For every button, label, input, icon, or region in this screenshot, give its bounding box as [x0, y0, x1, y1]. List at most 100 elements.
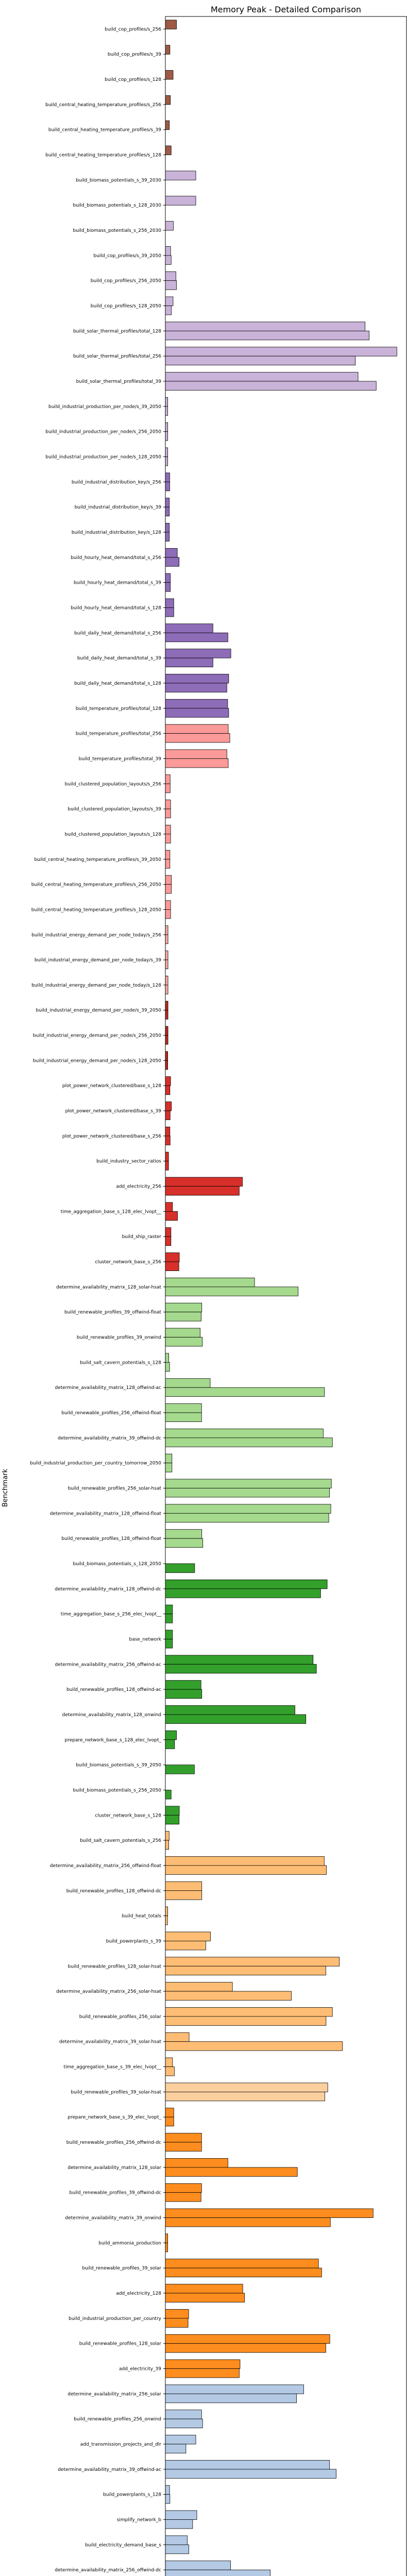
benchmark-label: build_temperature_profiles/total_128 — [76, 706, 161, 711]
bar — [165, 2041, 343, 2051]
bar — [165, 372, 359, 382]
benchmark-label: base_network — [129, 1637, 161, 1642]
bar — [165, 774, 171, 784]
bar — [165, 1529, 202, 1539]
bar — [165, 1639, 173, 1649]
bar — [165, 246, 171, 256]
bar — [165, 355, 356, 366]
bar — [165, 2485, 170, 2495]
benchmark-label: add_electricity_128 — [116, 2291, 161, 2296]
benchmark-label: determine_availability_matrix_39_onwind — [65, 2216, 161, 2221]
benchmark-label: build_industrial_production_per_node/s_3… — [48, 404, 161, 410]
bar — [165, 1538, 204, 1548]
benchmark-label: build_renewable_profiles_39_offwind-dc — [69, 2191, 161, 2196]
bar — [165, 2318, 189, 2328]
bar — [165, 2334, 330, 2344]
benchmark-label: build_renewable_profiles_39_solar-hsat — [71, 2090, 161, 2095]
bar — [165, 834, 171, 843]
bar — [165, 347, 397, 357]
bar — [165, 1051, 168, 1061]
bar — [165, 632, 228, 642]
bar — [165, 2494, 171, 2504]
benchmark-label: build_clustered_population_layouts/s_39 — [67, 807, 161, 812]
bar — [165, 2183, 202, 2193]
bar — [165, 532, 170, 541]
benchmark-label: build_industrial_energy_demand_per_node/… — [33, 1033, 161, 1039]
benchmark-label: build_industrial_distribution_key/s_256 — [72, 480, 161, 485]
benchmark-label: determine_availability_matrix_128_solar-… — [56, 1285, 161, 1290]
benchmark-label: build_renewable_profiles_39_offwind-floa… — [64, 1310, 162, 1315]
bar — [165, 20, 177, 29]
bar — [165, 1714, 307, 1724]
bar — [165, 2133, 202, 2143]
benchmark-label: time_aggregation_base_s_128_elec_lvopt__ — [61, 1209, 162, 1214]
bar — [165, 1236, 172, 1246]
bar — [165, 1211, 178, 1221]
bar — [165, 1479, 332, 1488]
bar — [165, 2066, 175, 2076]
bar — [165, 2309, 189, 2319]
bar — [165, 1085, 171, 1095]
benchmark-label: build_solar_thermal_profiles/total_256 — [73, 354, 161, 359]
benchmark-label: build_temperature_profiles/total_39 — [79, 756, 162, 761]
bar — [165, 271, 176, 281]
bar — [165, 1126, 171, 1137]
benchmark-label: cluster_network_base_s_256 — [95, 1260, 162, 1265]
bar — [165, 2158, 228, 2168]
bar — [165, 985, 168, 994]
bar — [165, 330, 369, 341]
bar — [165, 431, 168, 441]
benchmark-label: determine_availability_matrix_128_offwin… — [50, 1511, 162, 1516]
benchmark-label: add_transmission_projects_and_dlr — [80, 2442, 162, 2447]
benchmark-label: build_renewable_profiles_256_solar — [79, 2014, 162, 2020]
bar — [165, 1403, 202, 1413]
bar — [165, 1362, 170, 1372]
bar — [165, 724, 229, 734]
benchmark-label: build_industrial_energy_demand_per_node_… — [35, 958, 161, 963]
bar — [165, 2007, 333, 2017]
benchmark-label: plot_power_network_clustered/base_s_128 — [62, 1083, 161, 1089]
benchmark-label: determine_availability_matrix_128_onwind — [62, 1713, 161, 1718]
bar — [165, 2082, 328, 2092]
benchmark-label: build_salt_cavern_potentials_s_128 — [80, 1360, 161, 1365]
bar — [165, 1453, 173, 1464]
bar — [165, 1881, 202, 1891]
bar — [165, 1655, 314, 1665]
bar — [165, 1001, 168, 1011]
benchmark-label: build_temperature_profiles/total_256 — [76, 732, 161, 737]
benchmark-label: build_cop_profiles/s_256_2050 — [91, 279, 161, 284]
benchmark-label: plot_power_network_clustered/base_s_39 — [65, 1109, 162, 1114]
benchmark-label: determine_availability_matrix_128_solar — [67, 2165, 161, 2171]
benchmark-label: build_hourly_heat_demand/total_s_128 — [71, 605, 161, 611]
benchmark-label: build_daily_heat_demand/total_s_256 — [74, 631, 161, 636]
benchmark-label: build_industrial_energy_demand_per_node/… — [36, 1008, 162, 1013]
bar — [165, 582, 171, 592]
bar — [165, 2208, 374, 2218]
bar — [165, 2410, 202, 2419]
benchmark-label: build_hourly_heat_demand/total_s_39 — [74, 581, 161, 586]
bar — [165, 900, 171, 910]
benchmark-label: build_clustered_population_layouts/s_128 — [65, 832, 162, 837]
bar — [165, 2233, 168, 2243]
bar — [165, 1730, 177, 1740]
bar — [165, 2217, 331, 2227]
bar — [165, 557, 180, 567]
bar — [165, 2561, 231, 2570]
benchmark-label: build_biomass_potentials_s_128_2050 — [73, 1562, 161, 1567]
bar — [165, 951, 168, 960]
benchmark-label: build_heat_totals — [122, 1914, 161, 1919]
bar — [165, 306, 172, 315]
benchmark-label: build_industrial_production_per_node/s_1… — [45, 455, 161, 460]
bar — [165, 1982, 233, 1992]
bar — [165, 1328, 201, 1337]
bar — [165, 1604, 173, 1615]
bar — [165, 280, 177, 290]
benchmark-label: add_electricity_256 — [116, 1184, 161, 1190]
benchmark-label: build_cop_profiles/s_128 — [105, 77, 161, 82]
benchmark-label: build_electricity_demand_base_s — [85, 2543, 161, 2548]
benchmark-label: determine_availability_matrix_39_solar-h… — [59, 2040, 162, 2045]
bar — [165, 783, 171, 793]
benchmark-label: prepare_network_base_s_39_elec_lvopt_ — [67, 2115, 161, 2120]
benchmark-label: build_central_heating_temperature_profil… — [48, 128, 161, 133]
